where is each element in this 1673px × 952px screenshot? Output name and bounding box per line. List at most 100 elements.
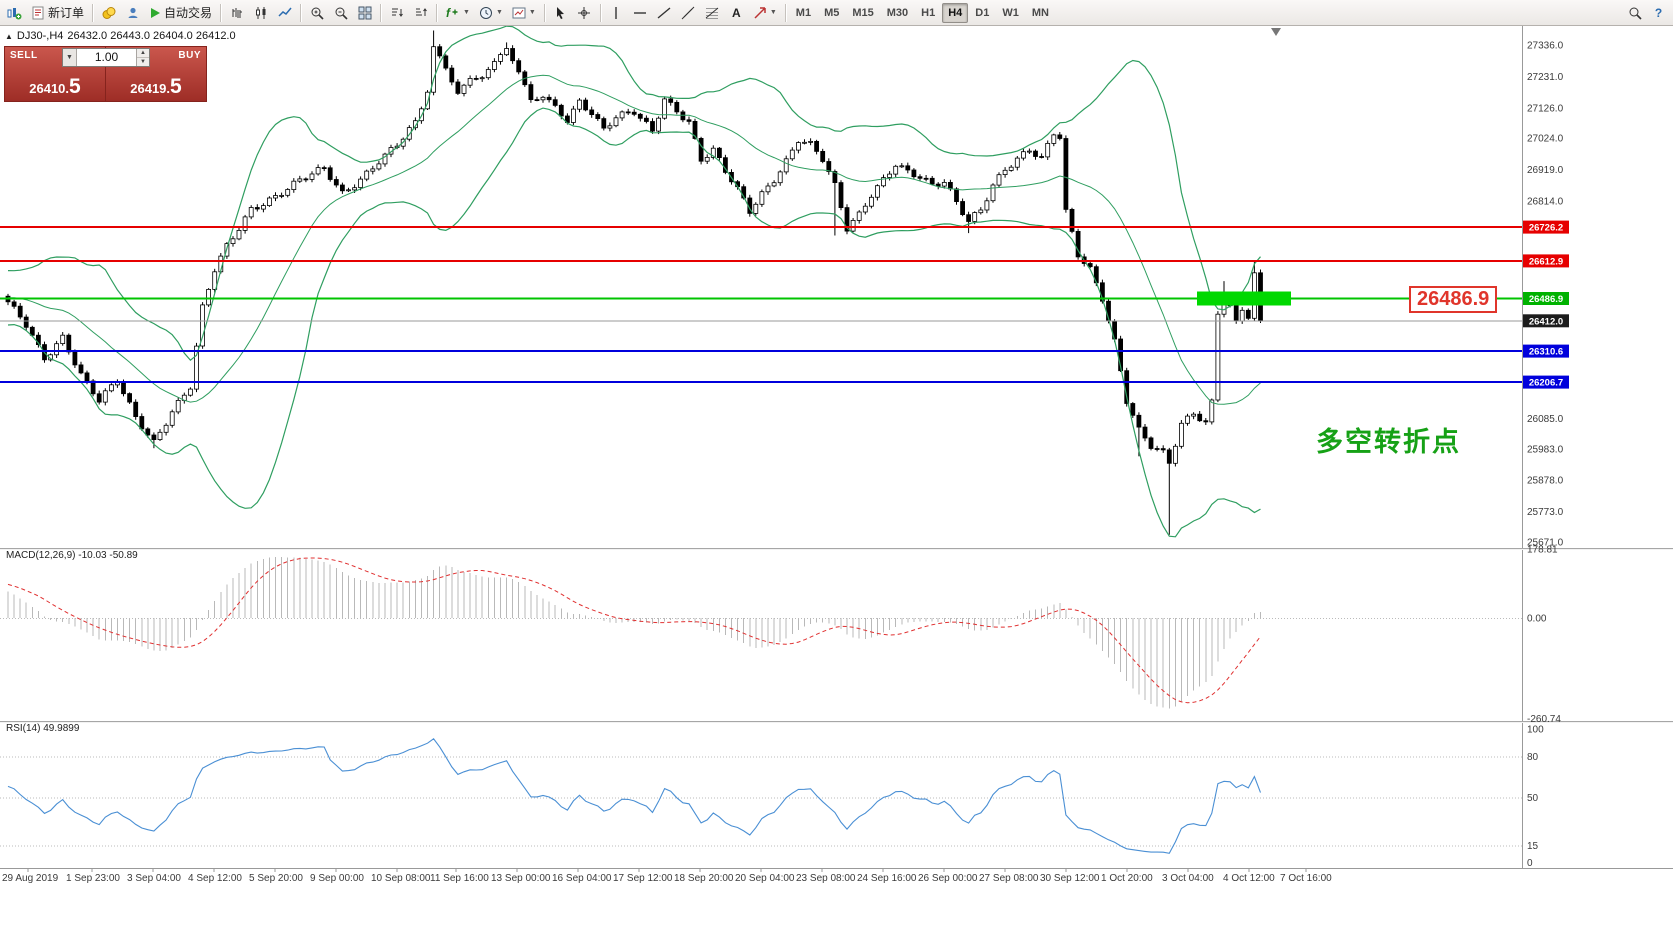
buy-price: 26419. 5 (106, 76, 206, 97)
rsi-axis-label: 15 (1527, 841, 1539, 852)
help-button[interactable]: ? (1647, 2, 1670, 23)
accounts-button[interactable] (121, 2, 144, 23)
timeframe-m1-button[interactable]: M1 (795, 6, 812, 19)
bollinger-lower-band (7, 107, 1261, 538)
zoom-in-button[interactable] (305, 2, 328, 23)
zoom-out-button[interactable] (329, 2, 352, 23)
price-axis-label: 25671.0 (1527, 537, 1564, 548)
time-axis-label: 18 Sep 20:00 (674, 873, 734, 884)
time-axis-label: 3 Oct 04:00 (1162, 873, 1214, 884)
macd-histogram (7, 557, 1261, 709)
tile-windows-button[interactable] (353, 2, 376, 23)
channel-button[interactable] (677, 2, 700, 23)
indicators-button[interactable]: f ▼ (441, 2, 474, 23)
price-badge (1523, 344, 1569, 358)
fibonacci-button[interactable] (701, 2, 724, 23)
horizontal-line-button[interactable] (629, 2, 652, 23)
toolbar-separator (300, 3, 302, 22)
symbol-ohlc-values: 26432.0 26443.0 26404.0 26412.0 (67, 30, 236, 42)
support-zone-rect[interactable] (1197, 291, 1291, 306)
tile-windows-icon (358, 6, 372, 19)
chart-shift-marker[interactable] (1271, 28, 1281, 36)
timeframe-mn-button[interactable]: MN (1031, 6, 1049, 19)
new-order-button[interactable]: 新订单 (27, 2, 88, 23)
new-chart-button[interactable] (3, 2, 26, 23)
line-chart-icon (278, 7, 292, 17)
price-axis-label: 25773.0 (1527, 507, 1564, 518)
text-button[interactable]: A (725, 2, 748, 23)
rsi-axis-label: 80 (1527, 752, 1539, 763)
toolbar-separator (220, 3, 222, 22)
user-icon (128, 7, 138, 18)
price-badge (1523, 314, 1569, 328)
fibonacci-icon (706, 7, 719, 19)
trendline-button[interactable] (653, 2, 676, 23)
price-badge-text: 26486.9 (1529, 294, 1563, 305)
time-axis-label: 26 Sep 00:00 (918, 873, 978, 884)
time-axis-label: 23 Sep 08:00 (796, 873, 856, 884)
lot-step-up-icon[interactable]: ▲ (137, 49, 149, 58)
rsi-line (7, 738, 1262, 854)
timeframe-d1-button[interactable]: D1 (975, 6, 990, 19)
time-axis-label: 1 Oct 20:00 (1101, 873, 1153, 884)
timeframe-h1-button[interactable]: H1 (921, 6, 936, 19)
price-level-callout[interactable]: 26486.9 (1409, 286, 1498, 313)
time-axis-label: 13 Sep 00:00 (491, 873, 551, 884)
align-charts-button[interactable] (409, 2, 432, 23)
time-axis-label: 3 Sep 04:00 (127, 873, 181, 884)
vertical-line-button[interactable] (605, 2, 628, 23)
search-icon (1629, 7, 1642, 20)
candle-chart-button[interactable] (249, 2, 272, 23)
timeframe-m15-button[interactable]: M15 (852, 6, 874, 19)
market-watch-button[interactable] (97, 2, 120, 23)
dropdown-caret-icon: ▼ (495, 9, 503, 16)
zoom-out-icon (335, 7, 348, 20)
arrows-button[interactable]: ▼ (749, 2, 781, 23)
line-chart-button[interactable] (273, 2, 296, 23)
turning-point-annotation[interactable]: 多空转折点 (1316, 427, 1461, 457)
lot-dropdown-icon[interactable]: ▼ (63, 49, 77, 66)
templates-button[interactable]: ▼ (508, 2, 540, 23)
dropdown-caret-icon: ▼ (769, 9, 777, 16)
autotrading-label: 自动交易 (164, 6, 213, 20)
periods-button[interactable]: ▼ (475, 2, 507, 23)
dropdown-caret-icon: ▼ (463, 9, 470, 16)
time-axis-label: 29 Aug 2019 (2, 873, 59, 884)
lot-step-down-icon[interactable]: ▼ (137, 58, 149, 66)
sell-price: 26410. 5 (5, 76, 105, 97)
price-axis-label: 26085.0 (1527, 414, 1564, 425)
horizontal-line-icon (634, 11, 647, 14)
price-badge-text: 26310.6 (1529, 347, 1563, 358)
text-tool-icon: A (732, 5, 741, 20)
main-toolbar: 新订单 自动交易 f ▼ ▼ ▼ (0, 0, 1673, 26)
arrow-tool-icon (754, 6, 766, 19)
symbol-name: DJ30-,H4 (16, 30, 64, 42)
lot-stepper[interactable]: ▲ ▼ (136, 49, 149, 66)
time-axis-label: 24 Sep 16:00 (857, 873, 917, 884)
bar-chart-button[interactable] (225, 2, 248, 23)
time-axis-label: 27 Sep 08:00 (979, 873, 1039, 884)
lot-size-control[interactable]: ▼ 1.00 ▲ ▼ (62, 48, 150, 67)
timeframe-m5-button[interactable]: M5 (824, 6, 840, 19)
crosshair-icon (578, 6, 591, 19)
timeframe-w1-button[interactable]: W1 (1002, 6, 1019, 19)
cursor-button[interactable] (549, 2, 572, 23)
toolbar-separator (599, 3, 601, 22)
price-axis-label: 27231.0 (1527, 72, 1564, 83)
time-axis-label: 10 Sep 08:00 (371, 873, 431, 884)
price-badge-text: 26412.0 (1529, 316, 1563, 327)
price-badge (1523, 375, 1569, 389)
auto-arrange-button[interactable] (385, 2, 408, 23)
timeframe-m30-button[interactable]: M30 (886, 6, 909, 19)
lot-size-value[interactable]: 1.00 (94, 50, 119, 64)
autotrading-button[interactable]: 自动交易 (145, 2, 216, 23)
one-click-collapse-icon[interactable]: ▲ (5, 31, 13, 41)
zoom-in-icon (311, 7, 324, 20)
macd-signal-line (7, 557, 1261, 704)
search-button[interactable] (1623, 2, 1646, 23)
timeframe-h4-button[interactable]: H4 (942, 2, 969, 23)
price-axis-label: 25878.0 (1527, 476, 1564, 487)
price-axis-label: 26814.0 (1527, 196, 1564, 207)
crosshair-button[interactable] (573, 2, 596, 23)
